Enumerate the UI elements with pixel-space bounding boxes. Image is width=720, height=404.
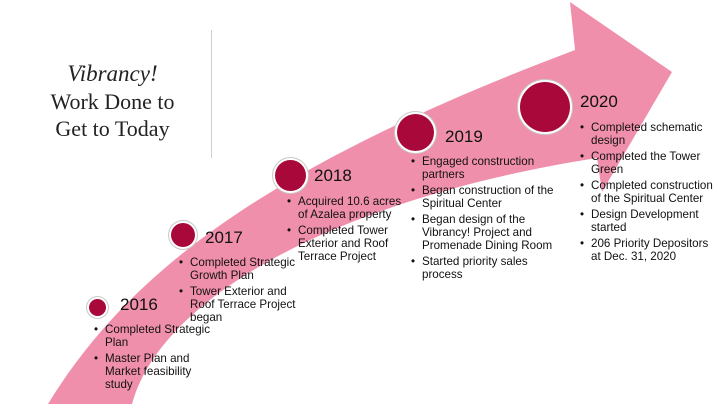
milestone-list-2020: Completed schematic design Completed the… — [579, 121, 715, 266]
title-line-2: Work Done to — [50, 89, 175, 114]
milestone-list-2019: Engaged construction partners Began cons… — [410, 155, 558, 284]
milestone-dot-2020 — [520, 82, 570, 132]
milestone-dot-2019 — [397, 114, 434, 151]
milestone-item: Completed schematic design — [579, 121, 715, 147]
milestone-item: Completed Tower Exterior and Roof Terrac… — [286, 224, 404, 263]
title-line-3: Get to Today — [55, 116, 170, 141]
milestone-dot-2017 — [171, 223, 195, 247]
milestone-item: Master Plan and Market feasibility study — [93, 352, 218, 391]
milestone-item: Design Development started — [579, 208, 715, 234]
milestone-item: Completed the Tower Green — [579, 150, 715, 176]
milestone-item: Completed Strategic Plan — [93, 323, 218, 349]
milestone-dot-2018 — [275, 160, 306, 191]
milestone-item: Started priority sales process — [410, 255, 558, 281]
milestone-list-2017: Completed Strategic Growth Plan Tower Ex… — [178, 256, 303, 327]
milestone-year-2017: 2017 — [205, 228, 243, 247]
milestone-year-2018: 2018 — [314, 166, 352, 185]
milestone-item: Began construction of the Spiritual Cent… — [410, 184, 558, 210]
milestone-year-2019: 2019 — [445, 127, 483, 146]
milestone-list-2018: Acquired 10.6 acres of Azalea property C… — [286, 195, 404, 266]
milestone-year-2020: 2020 — [580, 92, 618, 111]
milestone-dot-2016 — [89, 299, 106, 316]
slide-title: Vibrancy! Work Done to Get to Today — [20, 60, 205, 142]
milestone-item: Completed construction of the Spiritual … — [579, 179, 715, 205]
milestone-year-2016: 2016 — [120, 295, 158, 314]
milestone-item: Tower Exterior and Roof Terrace Project … — [178, 285, 303, 324]
milestone-item: Acquired 10.6 acres of Azalea property — [286, 195, 404, 221]
title-divider — [211, 30, 212, 158]
milestone-list-2016: Completed Strategic Plan Master Plan and… — [93, 323, 218, 394]
milestone-item: Completed Strategic Growth Plan — [178, 256, 303, 282]
milestone-item: 206 Priority Depositors at Dec. 31, 2020 — [579, 237, 715, 263]
title-line-1: Vibrancy! — [67, 61, 158, 86]
milestone-item: Began design of the Vibrancy! Project an… — [410, 213, 558, 252]
milestone-item: Engaged construction partners — [410, 155, 558, 181]
